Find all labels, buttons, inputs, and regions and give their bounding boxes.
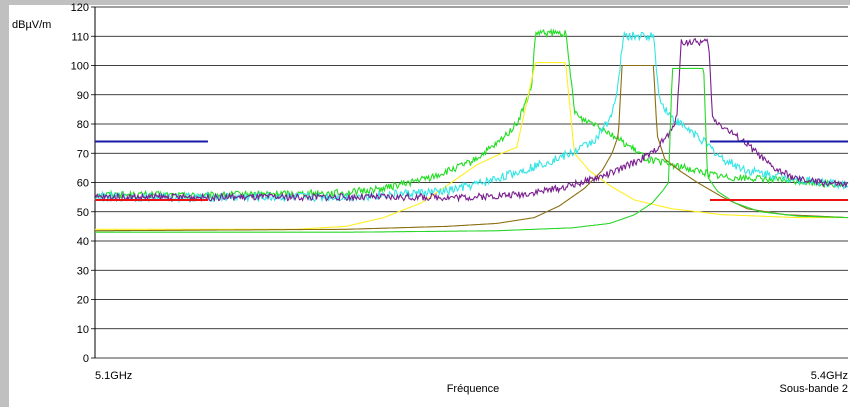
y-tick-label: 70: [77, 148, 89, 160]
y-tick-label: 30: [77, 265, 89, 277]
series-line: [95, 67, 848, 233]
y-tick-label: 110: [71, 31, 89, 43]
window-border-left: [0, 0, 9, 407]
series-line: [94, 37, 849, 203]
x-tick-label-left: 5.1GHz: [95, 370, 132, 382]
y-tick-label: 80: [77, 119, 89, 131]
series-line: [95, 64, 849, 232]
series-line: [94, 30, 849, 204]
y-tick-label: 90: [77, 90, 89, 102]
x-axis-label: Fréquence: [447, 383, 500, 395]
series-line: [95, 62, 848, 230]
y-tick-label: 20: [77, 295, 89, 307]
y-tick-label: 40: [77, 236, 89, 248]
y-tick-label: 60: [77, 178, 89, 190]
y-tick-label: 10: [77, 324, 89, 336]
sub-band-label: Sous-bande 2: [780, 383, 849, 395]
y-tick-label: 50: [77, 207, 89, 219]
y-tick-label: 120: [71, 2, 89, 14]
window-border-top: [0, 0, 850, 5]
y-tick-labels: 0 10 20 30 40 50 60 70 80 90 100 110 120: [71, 2, 89, 365]
y-axis-label: dBµV/m: [12, 19, 51, 31]
y-tick-label: 100: [71, 61, 89, 73]
series-line: [94, 27, 849, 201]
y-tick-label: 0: [83, 353, 89, 365]
grid: [91, 6, 848, 359]
series-group: [94, 27, 849, 233]
limit-lines: [95, 140, 848, 202]
x-tick-label-right: 5.4GHz: [811, 370, 848, 382]
